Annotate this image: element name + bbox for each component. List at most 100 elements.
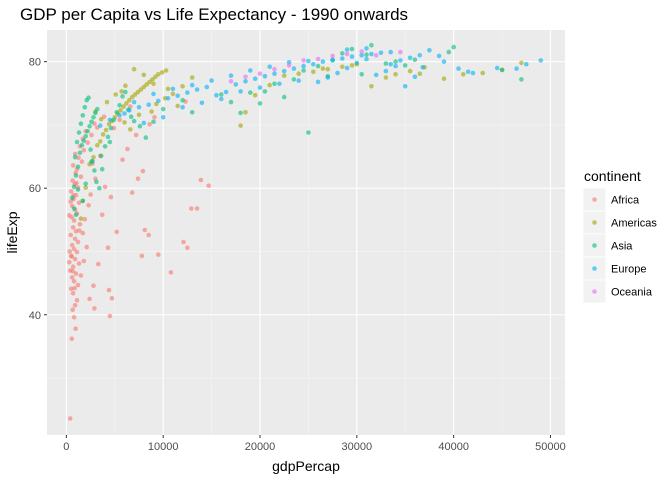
data-point-asia	[87, 123, 92, 129]
data-point-europe	[315, 79, 321, 85]
data-point-africa	[67, 213, 72, 218]
data-point-europe	[141, 120, 147, 126]
data-point-africa	[92, 306, 97, 311]
data-point-oceania	[301, 58, 306, 63]
data-point-asia	[81, 138, 87, 143]
data-point-asia	[74, 139, 80, 145]
legend-label-oceania: Oceania	[611, 287, 653, 299]
data-point-americas	[149, 109, 154, 114]
data-point-europe	[194, 87, 200, 92]
data-point-africa	[79, 159, 85, 164]
data-point-europe	[364, 46, 369, 51]
data-point-africa	[76, 261, 82, 266]
data-point-europe	[301, 63, 306, 69]
data-point-africa	[77, 222, 83, 227]
y-axis-title: lifeExp	[4, 211, 20, 253]
data-point-africa	[78, 273, 84, 278]
data-point-asia	[301, 68, 306, 73]
data-point-asia	[99, 166, 105, 172]
data-point-africa	[152, 115, 157, 120]
data-point-africa	[67, 249, 73, 254]
data-point-asia	[82, 104, 88, 110]
data-point-asia	[369, 42, 374, 48]
data-point-africa	[156, 252, 161, 257]
data-point-africa	[194, 206, 200, 211]
data-point-europe	[122, 111, 127, 116]
data-point-europe	[170, 86, 176, 92]
data-point-americas	[159, 70, 165, 75]
data-point-africa	[71, 246, 77, 252]
data-point-africa	[89, 132, 94, 138]
data-point-africa	[135, 176, 141, 181]
data-point-asia	[114, 110, 119, 115]
data-point-europe	[436, 53, 442, 59]
data-point-oceania	[373, 53, 379, 58]
data-point-africa	[80, 230, 86, 236]
data-point-europe	[378, 50, 384, 56]
data-point-oceania	[272, 66, 277, 72]
data-point-europe	[281, 68, 287, 74]
data-point-europe	[151, 91, 156, 97]
data-point-africa	[142, 227, 148, 233]
data-point-europe	[407, 55, 413, 61]
data-point-africa	[70, 307, 75, 313]
data-point-americas	[106, 122, 112, 127]
data-point-americas	[136, 112, 142, 118]
data-point-asia	[499, 67, 505, 73]
x-tick-label: 30000	[342, 441, 373, 453]
data-point-asia	[92, 168, 97, 173]
data-point-americas	[320, 66, 326, 71]
data-point-europe	[175, 93, 180, 99]
data-point-asia	[128, 114, 134, 119]
data-point-africa	[67, 259, 72, 265]
data-point-asia	[89, 119, 94, 125]
y-tick-label: 40	[29, 310, 41, 322]
data-point-asia	[402, 63, 408, 68]
data-point-africa	[129, 190, 135, 195]
data-point-africa	[107, 313, 113, 319]
data-point-europe	[248, 68, 253, 73]
data-point-europe	[373, 72, 379, 78]
x-tick-label: 10000	[148, 441, 179, 453]
data-point-europe	[456, 66, 461, 71]
data-point-asia	[262, 89, 268, 94]
data-point-asia	[281, 94, 287, 100]
data-point-americas	[369, 84, 374, 89]
x-tick-label: 50000	[535, 441, 566, 453]
data-point-africa	[168, 270, 174, 275]
data-point-asia	[137, 123, 143, 129]
data-point-europe	[291, 66, 297, 71]
data-point-africa	[75, 239, 81, 245]
data-point-asia	[91, 115, 96, 120]
data-point-americas	[296, 71, 302, 76]
legend-label-europe: Europe	[611, 264, 646, 276]
data-point-europe	[364, 56, 369, 62]
data-point-asia	[89, 159, 94, 164]
data-point-americas	[124, 101, 129, 106]
data-point-africa	[71, 315, 77, 320]
data-point-asia	[76, 130, 82, 135]
data-point-americas	[189, 75, 195, 80]
data-point-asia	[383, 61, 389, 66]
data-point-asia	[72, 154, 78, 160]
data-point-asia	[160, 106, 166, 112]
data-point-americas	[243, 110, 248, 115]
data-point-americas	[163, 68, 169, 73]
data-point-africa	[108, 194, 114, 200]
legend-label-asia: Asia	[611, 241, 633, 253]
data-point-asia	[446, 49, 452, 55]
data-point-asia	[123, 89, 128, 95]
data-point-europe	[470, 70, 476, 76]
data-point-europe	[369, 51, 374, 57]
data-point-europe	[160, 115, 166, 120]
data-point-oceania	[315, 56, 321, 62]
data-point-asia	[219, 92, 224, 97]
data-point-asia	[75, 164, 81, 169]
data-point-europe	[223, 89, 229, 95]
data-point-americas	[104, 99, 110, 105]
data-point-africa	[72, 256, 78, 262]
data-point-asia	[228, 99, 234, 105]
data-point-europe	[524, 61, 529, 67]
data-point-europe	[199, 100, 205, 106]
data-point-asia	[98, 153, 104, 159]
